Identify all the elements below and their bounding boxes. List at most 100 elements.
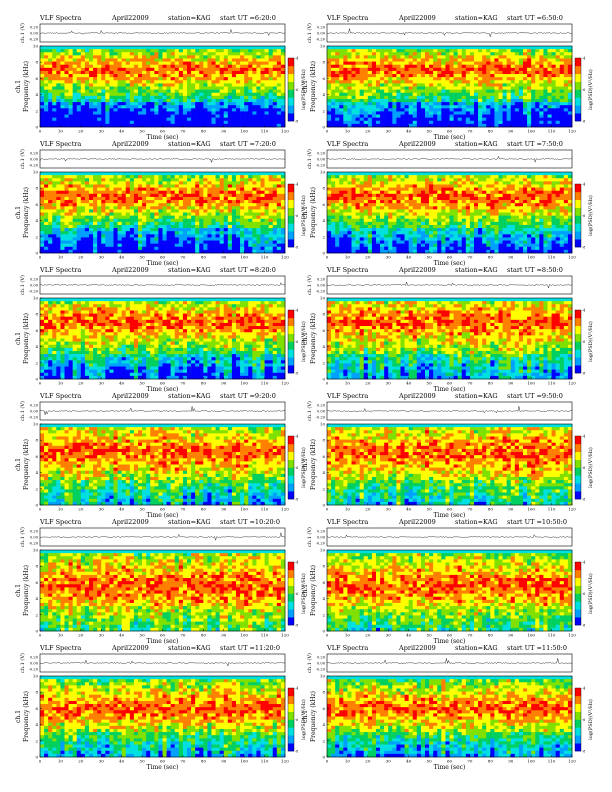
spectrogram-cell <box>396 71 400 74</box>
spectrogram-cell <box>97 71 101 74</box>
spectrogram-cell <box>105 181 109 184</box>
spectrogram-cell <box>429 118 433 121</box>
spectrogram-cell <box>138 68 142 71</box>
spectrogram-cell <box>462 115 466 118</box>
spectrogram-cell <box>101 90 105 93</box>
spectrogram-cell <box>372 87 376 90</box>
spectrogram-cell <box>474 111 478 114</box>
spectrogram-cell <box>450 99 454 102</box>
spectrogram-cell <box>77 184 81 187</box>
spectrogram-cell <box>187 93 191 96</box>
spectrogram-cell <box>331 93 335 96</box>
spectrogram-cell <box>437 65 441 68</box>
spectrogram-cell <box>478 118 482 121</box>
spectrogram-cell <box>191 77 195 80</box>
spectrogram-cell <box>248 83 252 86</box>
spectrogram-cell <box>134 80 138 83</box>
spectrogram-cell <box>413 108 417 111</box>
spectrogram-cell <box>441 68 445 71</box>
spectrogram-cell <box>244 90 248 93</box>
spectrogram-cell <box>179 52 183 55</box>
spectrogram-cell <box>154 90 158 93</box>
spectrogram-cell <box>384 65 388 68</box>
spectrogram-cell <box>454 62 458 65</box>
spectrogram-cell <box>130 121 134 124</box>
spectrogram-cell <box>560 115 564 118</box>
spectrogram-cell <box>81 241 85 244</box>
spectrogram-cell <box>52 247 56 250</box>
spectrogram-cell <box>163 68 167 71</box>
spectrogram-cell <box>327 68 331 71</box>
spectrogram-cell <box>122 83 126 86</box>
spectrogram-cell <box>65 102 69 105</box>
spectrogram-cell <box>77 213 81 216</box>
spectrogram-cell <box>392 99 396 102</box>
spectrogram-cell <box>73 181 77 184</box>
spectrogram-cell <box>339 115 343 118</box>
spectrogram-cell <box>248 46 252 49</box>
spectrogram-cell <box>531 49 535 52</box>
spectrogram-cell <box>347 90 351 93</box>
spectrogram-cell <box>69 178 73 181</box>
spectrogram-cell <box>89 184 93 187</box>
spectrogram-cell <box>331 83 335 86</box>
spectrogram-cell <box>114 74 118 77</box>
spectrogram-cell <box>396 77 400 80</box>
spectrogram-cell <box>343 93 347 96</box>
spectrogram-cell <box>450 49 454 52</box>
spectrogram-cell <box>109 209 113 212</box>
spectrogram-cell <box>413 46 417 49</box>
spectrogram-cell <box>372 68 376 71</box>
spectrogram-cell <box>195 115 199 118</box>
spectrogram-cell <box>48 234 52 237</box>
x-tick-label: 20 <box>365 129 371 134</box>
spectrogram-cell <box>142 58 146 61</box>
spectrogram-cell <box>179 96 183 99</box>
spectrogram-cell <box>109 83 113 86</box>
spectrogram-cell <box>539 93 543 96</box>
spectrogram-cell <box>445 55 449 58</box>
spectrogram-cell <box>175 96 179 99</box>
spectrogram-cell <box>511 96 515 99</box>
spectrogram-cell <box>543 52 547 55</box>
spectrogram-cell <box>195 105 199 108</box>
spectrogram-cell <box>356 55 360 58</box>
spectrogram-cell <box>339 108 343 111</box>
spectrogram-cell <box>474 118 478 121</box>
spectrogram-cell <box>212 55 216 58</box>
spectrogram-cell <box>142 194 146 197</box>
spectrogram-cell <box>466 115 470 118</box>
spectrogram-cell <box>118 118 122 121</box>
spectrogram-cell <box>216 55 220 58</box>
spectrogram-cell <box>48 46 52 49</box>
spectrogram-cell <box>81 71 85 74</box>
spectrogram-cell <box>343 87 347 90</box>
spectrogram-cell <box>224 111 228 114</box>
spectrogram-cell <box>356 74 360 77</box>
spectrogram-cell <box>470 87 474 90</box>
spectrogram-cell <box>175 46 179 49</box>
spectrogram-cell <box>519 49 523 52</box>
spectrogram-cell <box>343 96 347 99</box>
spectrogram-cell <box>44 241 48 244</box>
spectrogram-cell <box>490 65 494 68</box>
spectrogram-cell <box>515 108 519 111</box>
spectrogram-cell <box>142 74 146 77</box>
spectrogram-cell <box>109 188 113 191</box>
spectrogram-cell <box>44 46 48 49</box>
spectrogram-cell <box>203 105 207 108</box>
spectrogram-cell <box>85 83 89 86</box>
spectrogram-cell <box>183 121 187 124</box>
spectrogram-cell <box>183 96 187 99</box>
spectrogram-cell <box>203 52 207 55</box>
spectrogram-cell <box>384 46 388 49</box>
spectrogram-cell <box>73 175 77 178</box>
spectrogram-cell <box>118 234 122 237</box>
spectrogram-cell <box>134 228 138 231</box>
spectrogram-cell <box>40 209 44 212</box>
spectrogram-cell <box>421 49 425 52</box>
spectrogram-cell <box>130 68 134 71</box>
spectrogram-cell <box>187 49 191 52</box>
spectrogram-cell <box>248 58 252 61</box>
spectrogram-cell <box>158 96 162 99</box>
